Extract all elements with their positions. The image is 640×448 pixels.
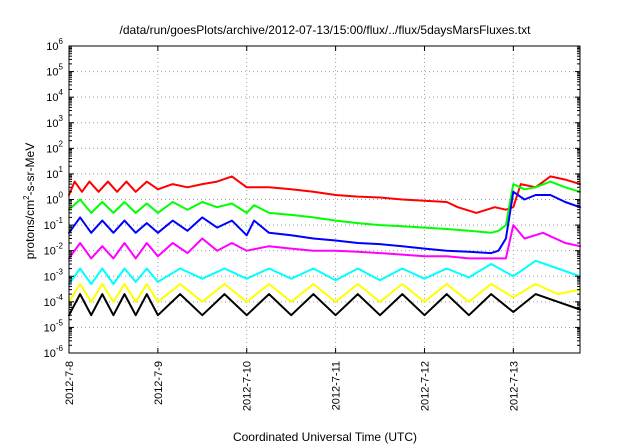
x-tick-label: 2012-7-9	[153, 361, 165, 405]
chart-title: /data/run/goesPlots/archive/2012-07-13/1…	[120, 23, 532, 37]
y-tick-label: 106	[46, 37, 63, 53]
x-tick-label: 2012-7-10	[242, 361, 254, 411]
x-tick-label: 2012-7-8	[64, 361, 76, 405]
grid	[69, 46, 580, 353]
y-tick-label: 104	[46, 88, 63, 104]
series-line-1	[68, 175, 581, 214]
y-axis-label: protons/cm2-s-sr-MeV	[22, 143, 37, 259]
y-tick-label: 105	[46, 63, 63, 79]
y-tick-label: 103	[46, 114, 63, 130]
x-axis-label: Coordinated Universal Time (UTC)	[233, 430, 417, 444]
y-tick-label: 10-1	[44, 216, 64, 232]
x-tick-label: 2012-7-11	[331, 361, 343, 410]
y-tick-label: 102	[46, 139, 63, 155]
x-tick-label: 2012-7-12	[419, 361, 431, 411]
y-tick-label: 10-5	[44, 318, 64, 334]
series-line-4	[68, 224, 581, 260]
y-tick-label: 10-3	[44, 267, 64, 283]
x-axis-ticks: 2012-7-8 2012-7-9 2012-7-10 2012-7-11 2012-7…	[64, 46, 520, 411]
series-layer	[68, 175, 581, 317]
y-tick-label: 10-4	[44, 293, 64, 309]
series-line-5	[68, 259, 581, 285]
x-tick-label: 2012-7-13	[508, 361, 520, 411]
y-tick-label: 101	[46, 165, 63, 181]
series-line-3	[68, 190, 581, 255]
y-tick-label: 10-6	[44, 344, 64, 360]
series-line-6	[68, 283, 581, 303]
y-tick-label: 10-2	[44, 242, 64, 258]
y-axis-ticks: 10-6 10-5 10-4 10-3 10-2 10-1 100 101 102 103 104 1…	[44, 37, 580, 360]
series-line-7	[68, 293, 581, 317]
y-tick-label: 100	[46, 191, 63, 207]
series-line-2	[68, 180, 581, 234]
